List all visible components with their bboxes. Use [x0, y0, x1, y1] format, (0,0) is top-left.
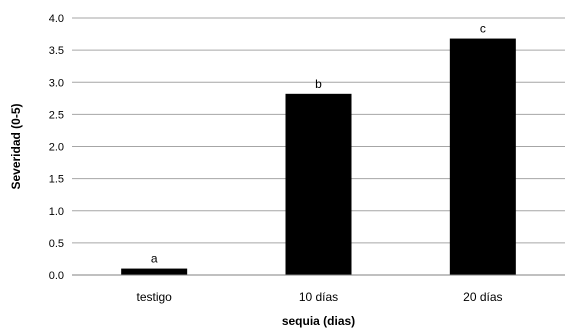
bar	[285, 93, 352, 275]
x-tick-label: 20 días	[463, 290, 502, 304]
bar-data-label: a	[151, 252, 158, 266]
x-tick-label: testigo	[136, 290, 172, 304]
y-tick-label: 2.0	[49, 142, 64, 154]
bar-data-label: c	[480, 22, 486, 36]
y-tick-label: 4.0	[49, 13, 64, 25]
y-tick-label: 3.0	[49, 77, 64, 89]
x-tick-label: 10 días	[299, 290, 338, 304]
x-axis-title: sequia (dias)	[282, 314, 355, 328]
y-tick-label: 0.5	[49, 238, 64, 250]
y-axis-ticks: 0.0 0.5 1.0 1.5 2.0 2.5 3.0 3.5 4.0	[49, 13, 64, 282]
bar	[449, 38, 516, 276]
y-tick-label: 2.5	[49, 109, 64, 121]
x-axis-ticks: testigo 10 días 20 días	[136, 290, 502, 304]
bars	[121, 38, 516, 276]
bar-labels: a b c	[151, 22, 486, 266]
bar	[121, 268, 188, 275]
y-axis-title: Severidad (0-5)	[9, 103, 23, 189]
bar-data-label: b	[315, 77, 322, 91]
y-tick-label: 3.5	[49, 45, 64, 57]
y-tick-label: 1.0	[49, 206, 64, 218]
y-tick-label: 0.0	[49, 270, 64, 282]
y-tick-label: 1.5	[49, 174, 64, 186]
